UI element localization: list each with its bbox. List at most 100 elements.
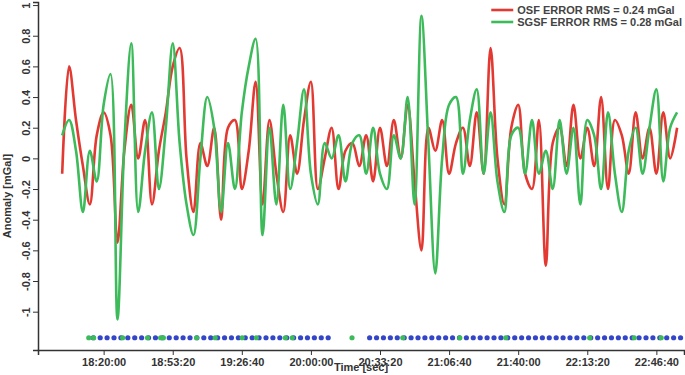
marker-point <box>560 335 565 340</box>
marker-point <box>125 335 130 340</box>
marker-point <box>263 335 268 340</box>
marker-point <box>290 335 295 340</box>
marker-point <box>650 335 655 340</box>
marker-point <box>240 335 245 340</box>
x-tick-mark <box>173 350 174 355</box>
x-tick: 20:00:00 <box>289 350 333 368</box>
x-tick-label: 18:53:20 <box>151 356 195 368</box>
marker-point <box>457 335 462 340</box>
marker-point <box>161 335 166 340</box>
x-tick-mark <box>656 350 657 355</box>
y-tick-label: -0.8 <box>20 272 32 291</box>
marker-point <box>229 335 234 340</box>
x-tick: 22:46:40 <box>635 350 679 368</box>
x-tick: 21:40:00 <box>497 350 541 368</box>
marker-point <box>540 335 545 340</box>
y-tick-label: -0.4 <box>20 210 32 230</box>
y-tick-label: -0.6 <box>20 241 32 260</box>
marker-point <box>512 335 517 340</box>
marker-point <box>464 335 469 340</box>
y-tick-label: 0 <box>20 156 32 162</box>
x-tick-label: 21:06:40 <box>428 356 472 368</box>
marker-point <box>104 335 109 340</box>
x-tick-mark <box>518 350 519 355</box>
series-line <box>62 16 677 320</box>
marker-point <box>153 335 158 340</box>
y-axis-title: Anomaly [mGal] <box>1 153 13 238</box>
marker-point <box>111 335 116 340</box>
y-tick: -1 <box>20 307 38 317</box>
y-tick: -0.2 <box>20 180 38 199</box>
marker-point <box>678 335 683 340</box>
marker-point <box>547 335 552 340</box>
y-tick: -0.6 <box>20 241 38 260</box>
legend-label: OSF ERROR RMS = 0.24 mGal <box>517 4 674 16</box>
marker-point <box>305 335 310 340</box>
y-tick-mark <box>33 36 38 37</box>
marker-point <box>443 335 448 340</box>
y-tick: 0 <box>20 156 38 162</box>
marker-point <box>312 335 317 340</box>
y-tick-mark <box>33 5 38 6</box>
x-tick: 22:13:20 <box>566 350 610 368</box>
marker-point <box>187 335 192 340</box>
x-tick-label: 19:26:40 <box>220 356 264 368</box>
x-axis-title: Time [sec] <box>334 361 389 373</box>
y-tick-label: 0.8 <box>20 29 32 44</box>
marker-point <box>478 335 483 340</box>
y-axis: -1-0.8-0.6-0.4-0.200.20.40.60.81 <box>20 3 39 351</box>
x-tick: 21:06:40 <box>428 350 472 368</box>
marker-point <box>180 335 185 340</box>
marker-point <box>270 335 275 340</box>
marker-point <box>415 335 420 340</box>
marker-point <box>86 335 91 340</box>
y-tick-mark <box>33 189 38 190</box>
marker-point <box>120 335 125 340</box>
marker-point <box>194 335 199 340</box>
y-tick-mark <box>33 66 38 67</box>
marker-point <box>602 335 607 340</box>
marker-point <box>526 335 531 340</box>
x-axis-line <box>39 351 685 356</box>
y-tick-label: -0.2 <box>20 180 32 199</box>
marker-point <box>400 335 405 340</box>
marker-point <box>367 335 372 340</box>
marker-point <box>519 335 524 340</box>
x-tick-mark <box>587 350 588 355</box>
y-tick-mark <box>33 281 38 282</box>
legend-swatch <box>491 9 513 12</box>
marker-point <box>484 335 489 340</box>
marker-point <box>326 335 331 340</box>
x-tick-mark <box>311 350 312 355</box>
marker-point <box>98 335 103 340</box>
legend-label: SGSF ERROR RMS = 0.28 mGal <box>517 16 682 28</box>
y-tick: 1 <box>20 3 38 9</box>
x-tick: 19:26:40 <box>220 350 264 368</box>
x-tick-label: 22:13:20 <box>566 356 610 368</box>
marker-point <box>533 335 538 340</box>
y-tick-mark <box>33 220 38 221</box>
marker-point <box>554 335 559 340</box>
legend: OSF ERROR RMS = 0.24 mGalSGSF ERROR RMS … <box>491 4 682 28</box>
y-tick-label: 0.2 <box>20 121 32 136</box>
marker-point <box>298 335 303 340</box>
marker-point <box>450 335 455 340</box>
marker-point <box>319 335 324 340</box>
x-tick-label: 22:46:40 <box>635 356 679 368</box>
marker-point <box>381 335 386 340</box>
y-tick-mark <box>33 97 38 98</box>
marker-point <box>498 335 503 340</box>
marker-point <box>616 335 621 340</box>
legend-swatch <box>491 21 513 24</box>
marker-point <box>587 335 592 340</box>
marker-point <box>208 335 213 340</box>
y-tick-mark <box>33 158 38 159</box>
marker-point <box>636 335 641 340</box>
marker-point <box>659 335 664 340</box>
marker-point <box>174 335 179 340</box>
marker-point <box>429 335 434 340</box>
marker-point <box>664 335 669 340</box>
y-tick: 0.6 <box>20 59 38 74</box>
y-tick: 0.8 <box>20 29 38 44</box>
marker-point <box>503 335 508 340</box>
